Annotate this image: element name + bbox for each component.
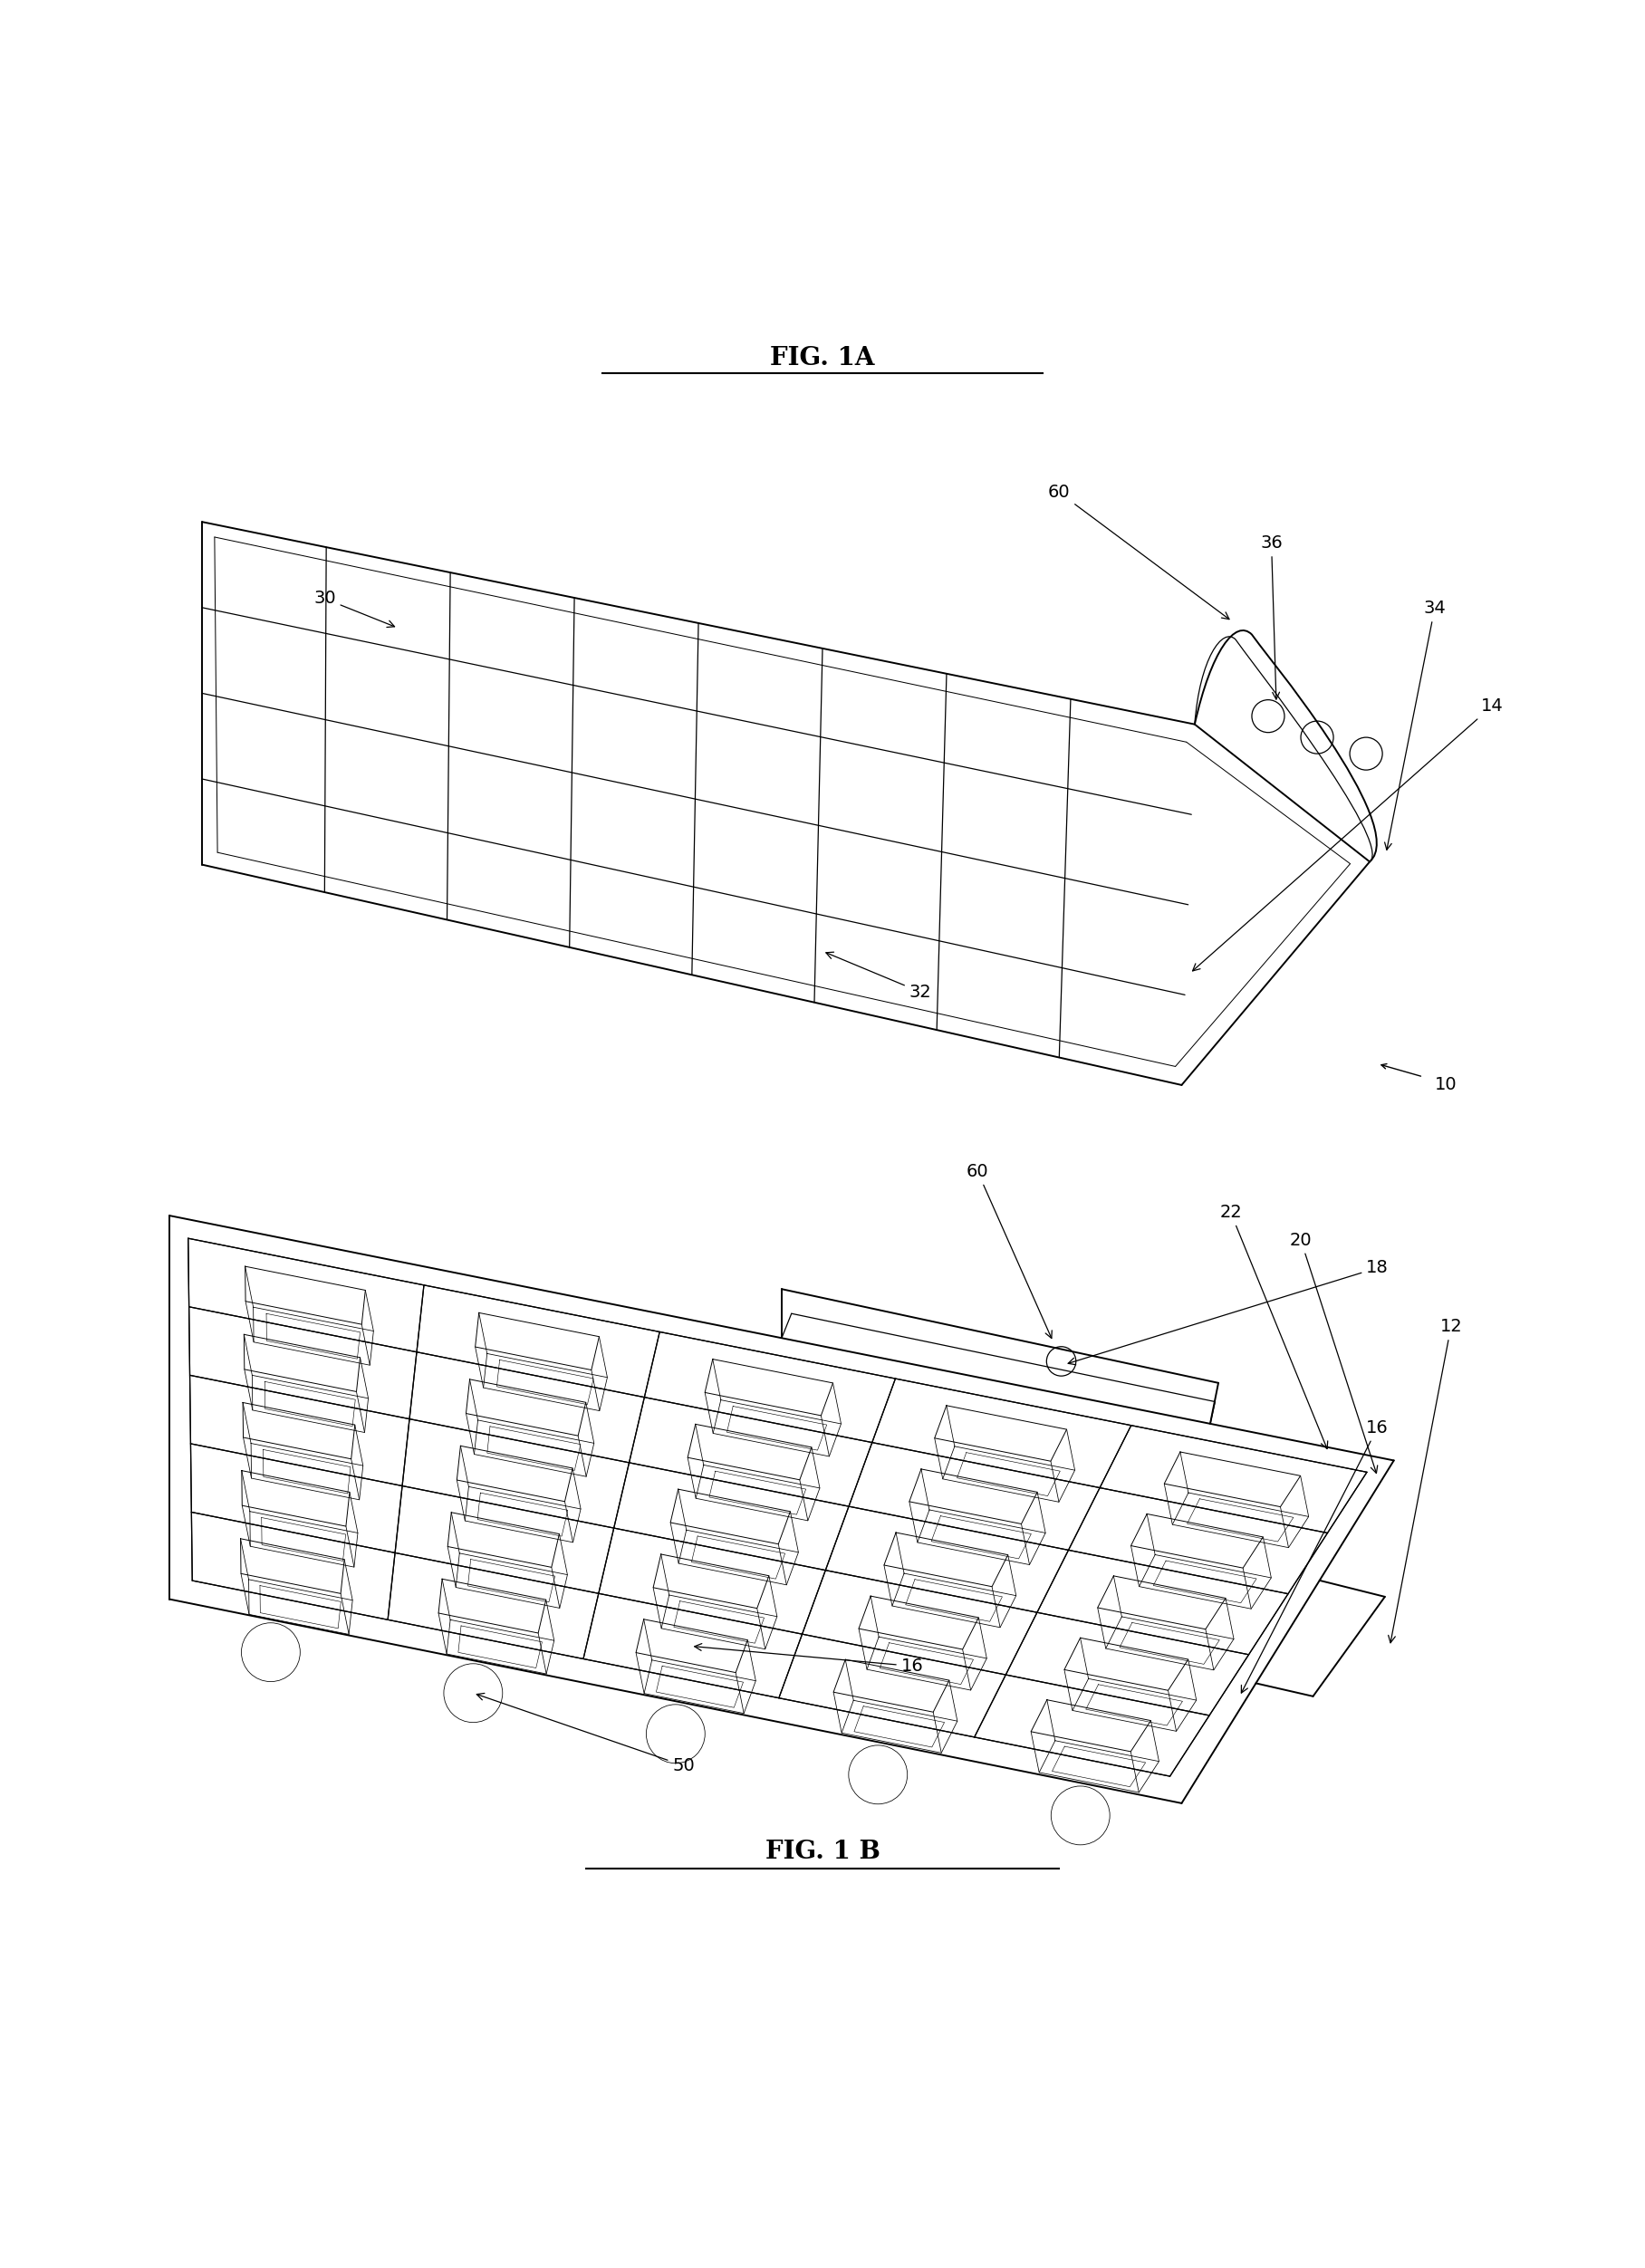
Text: 16: 16: [1242, 1420, 1388, 1692]
Text: 36: 36: [1260, 535, 1283, 699]
Text: FIG. 1 B: FIG. 1 B: [765, 1839, 880, 1864]
Text: 34: 34: [1385, 599, 1446, 850]
Text: 18: 18: [1068, 1259, 1388, 1365]
Text: 16: 16: [694, 1644, 923, 1674]
Text: 10: 10: [1434, 1077, 1457, 1093]
Text: 60: 60: [966, 1163, 1051, 1338]
Text: 32: 32: [826, 953, 931, 1000]
Text: 12: 12: [1388, 1318, 1462, 1642]
Text: 20: 20: [1290, 1232, 1377, 1474]
Text: 50: 50: [477, 1694, 694, 1774]
Text: FIG. 1A: FIG. 1A: [770, 347, 875, 372]
Text: 30: 30: [314, 590, 395, 628]
Text: 14: 14: [1193, 699, 1504, 971]
Text: 60: 60: [1048, 483, 1229, 619]
Text: 22: 22: [1219, 1204, 1328, 1449]
